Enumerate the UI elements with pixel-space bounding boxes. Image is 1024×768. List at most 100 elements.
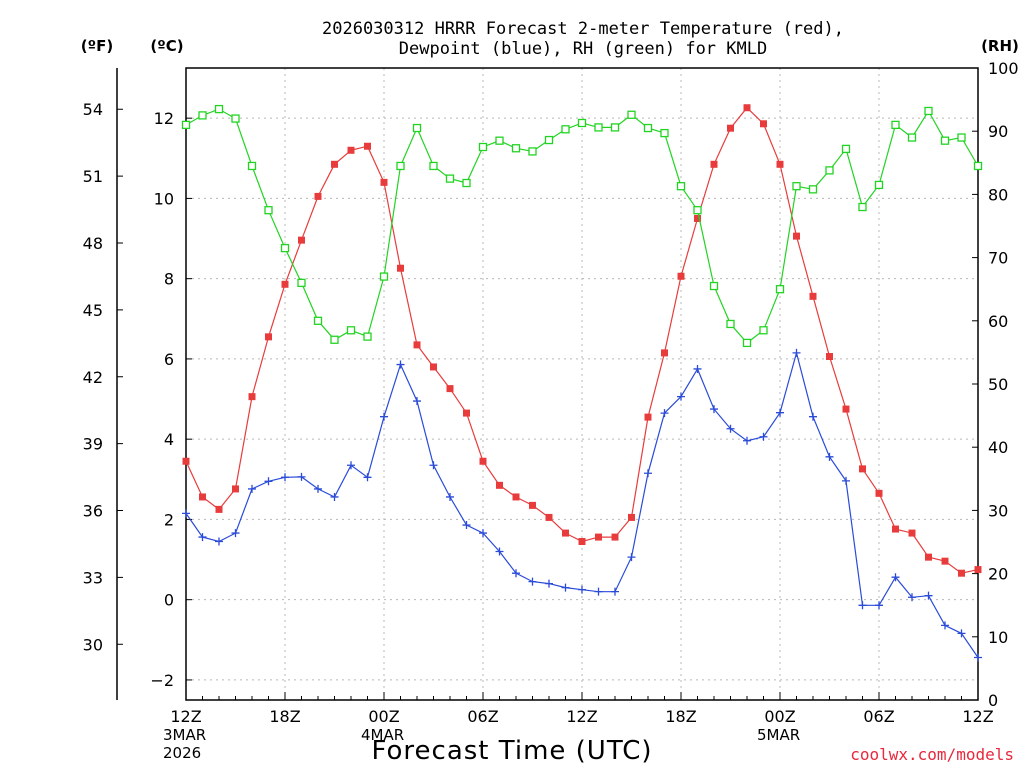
temperature-point [562, 529, 569, 537]
fahrenheit-tick-label: 36 [83, 502, 103, 521]
fahrenheit-tick-label: 39 [83, 435, 103, 454]
rh-point [610, 123, 620, 132]
temperature-point [925, 553, 932, 561]
rh-point [231, 114, 240, 123]
dewpoint-point [462, 521, 471, 530]
temperature-point [892, 525, 899, 533]
temperature-point [760, 120, 767, 128]
temperature-point [397, 264, 404, 272]
rh-tick-label: 30 [988, 501, 1008, 520]
rh-tick-label: 20 [988, 565, 1008, 584]
rh-tick-label: 10 [988, 628, 1008, 647]
x-tick-label: 18Z [665, 707, 696, 726]
rh-point [181, 120, 191, 130]
rh-point [478, 142, 488, 152]
temperature-point [677, 272, 685, 280]
dewpoint-point [347, 461, 355, 470]
dewpoint-point [264, 477, 273, 486]
rh-point [544, 135, 554, 145]
rh-point [594, 123, 603, 132]
x-tick-label: 06Z [467, 707, 498, 726]
rh-point [264, 206, 273, 215]
celsius-tick-label: 4 [164, 430, 174, 449]
temperature-point [941, 557, 949, 565]
x-date-label: 5MAR [757, 726, 800, 744]
rh-point [660, 128, 669, 138]
celsius-tick-label: 0 [164, 591, 174, 610]
temperature-point [710, 160, 718, 168]
dewpoint-point [248, 484, 256, 493]
temperature-point [232, 485, 239, 493]
dewpoint-point [330, 492, 339, 501]
dewpoint-point [611, 587, 619, 596]
dewpoint-point [627, 553, 636, 562]
rh-tick-label: 90 [988, 122, 1008, 141]
rh-point [808, 185, 818, 194]
x-tick-label: 00Z [764, 707, 795, 726]
temperature-point [430, 363, 437, 371]
temperature-point [958, 569, 965, 577]
celsius-tick-label: 10 [154, 189, 174, 208]
rh-point [775, 285, 785, 294]
temperature-point [479, 457, 487, 465]
rh-point [495, 136, 504, 145]
dewpoint-point [842, 476, 850, 485]
rh-point [907, 133, 917, 142]
temperature-point [529, 501, 536, 509]
gridlines [186, 68, 978, 700]
rh-point [297, 278, 306, 288]
rh-point [346, 326, 356, 335]
temperature-point [875, 489, 883, 497]
temperature-point [199, 493, 206, 501]
chart-title-line-2: Dewpoint (blue), RH (green) for KMLD [399, 39, 767, 59]
rh-point [214, 104, 224, 114]
temperature-point [496, 481, 503, 489]
dewpoint-point [314, 484, 322, 493]
celsius-tick-label: 8 [164, 270, 174, 289]
dewpoint-point [215, 537, 223, 546]
temperature-point [281, 280, 289, 288]
x-tick-label: 12Z [962, 707, 993, 726]
rh-tick-label: 70 [988, 249, 1008, 268]
temperature-point [380, 178, 388, 186]
rh-point [940, 136, 950, 145]
dewpoint-point [297, 472, 306, 481]
temperature-point [727, 124, 734, 132]
temperature-point [182, 457, 190, 465]
dewpoint-point [429, 461, 438, 470]
fahrenheit-tick-label: 48 [83, 234, 103, 253]
dewpoint-point [446, 492, 454, 501]
temperature-point [314, 192, 322, 200]
rh-point [198, 111, 207, 120]
rh-point [379, 272, 389, 281]
rh-point [330, 335, 339, 344]
temperature-point [215, 505, 223, 513]
rh-point [841, 144, 851, 154]
series-temperature [182, 104, 982, 577]
rh-point [363, 332, 372, 341]
rh-point [676, 182, 686, 191]
temperature-point [908, 529, 916, 537]
rh-point [643, 123, 653, 133]
dewpoint-point [413, 397, 421, 406]
rh-point [313, 316, 323, 325]
temperature-point [446, 385, 454, 393]
dewpoint-point [809, 412, 817, 421]
rh-tick-label: 100 [988, 59, 1019, 78]
dewpoint-point [396, 360, 405, 369]
dewpoint-point [528, 577, 537, 586]
dewpoint-point [644, 469, 652, 478]
dewpoint-point [776, 408, 784, 417]
rh-point [396, 161, 405, 171]
x-tick-label: 18Z [269, 707, 300, 726]
x-tick-label: 12Z [566, 707, 597, 726]
dewpoint-point [693, 364, 702, 373]
dewpoint-point [908, 593, 916, 602]
temperature-point [347, 146, 355, 154]
dewpoint-point [594, 587, 603, 596]
dewpoint-point [545, 579, 553, 588]
rh-point [561, 125, 570, 134]
rh-point [858, 202, 867, 212]
dewpoint-point [792, 348, 801, 357]
dewpoint-point [957, 629, 966, 638]
